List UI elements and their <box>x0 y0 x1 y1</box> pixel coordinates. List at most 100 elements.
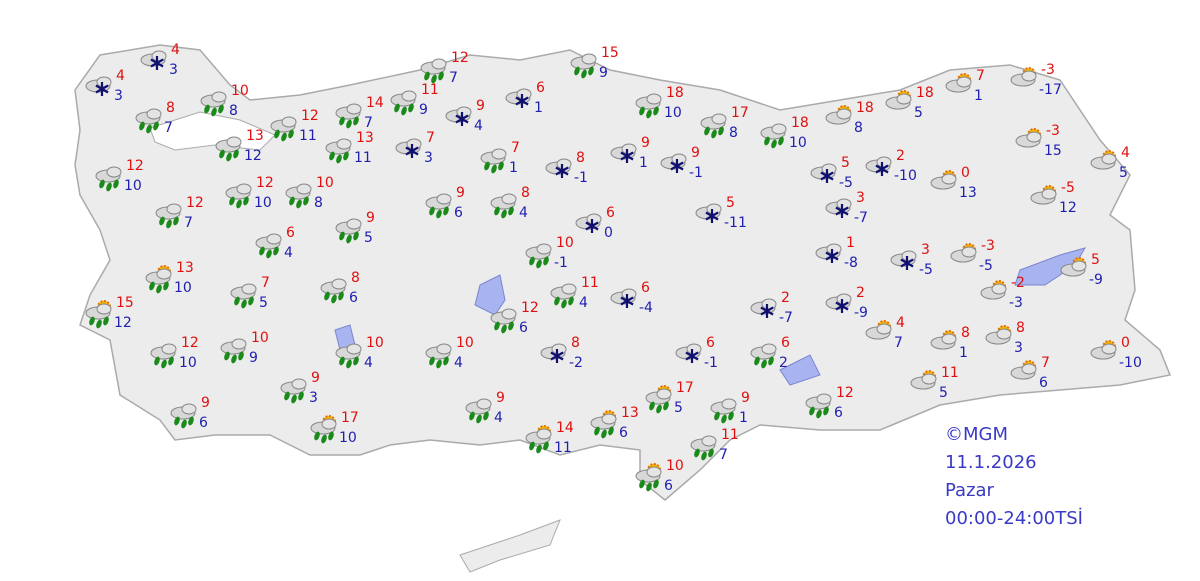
weather-icon <box>155 203 182 229</box>
rain-drop <box>663 401 669 411</box>
weather-icon <box>425 343 452 369</box>
weather-icon <box>815 243 842 263</box>
cloud <box>346 218 362 230</box>
max-temperature: 8 <box>521 185 530 201</box>
weather-icon <box>465 398 492 424</box>
min-temperature: -7 <box>854 210 868 226</box>
weather-icon <box>95 166 122 192</box>
rain-drop <box>328 431 334 441</box>
snowflake <box>760 304 774 318</box>
min-temperature: 12 <box>244 148 262 164</box>
min-temperature: 4 <box>474 118 483 134</box>
cloud <box>211 91 227 103</box>
rain-drop <box>816 409 822 419</box>
weather-icon <box>1090 340 1117 360</box>
min-temperature: -7 <box>779 310 793 326</box>
max-temperature: 10 <box>231 83 249 99</box>
rain-drop <box>443 356 449 366</box>
snowflake <box>555 164 569 178</box>
rain-drop <box>694 448 700 458</box>
min-temperature: 4 <box>364 355 373 371</box>
cloud <box>1101 343 1117 355</box>
min-temperature: -1 <box>689 165 703 181</box>
max-temperature: 9 <box>366 210 375 226</box>
cloud <box>1041 188 1057 200</box>
min-temperature: 5 <box>939 385 948 401</box>
cloud <box>456 106 472 118</box>
max-temperature: 1 <box>846 235 855 251</box>
cloud <box>491 148 507 160</box>
min-temperature: 7 <box>894 335 903 351</box>
weather-icon <box>985 325 1012 345</box>
rain-drop <box>273 246 279 256</box>
max-temperature: 8 <box>351 270 360 286</box>
min-temperature: -5 <box>839 175 853 191</box>
min-temperature: 8 <box>314 195 323 211</box>
rain-drop <box>714 411 720 421</box>
min-temperature: 10 <box>174 280 192 296</box>
rain-drop <box>436 359 442 369</box>
min-temperature: 11 <box>299 128 317 144</box>
rain-drop <box>639 106 645 116</box>
snowflake <box>670 159 684 173</box>
max-temperature: 6 <box>606 205 615 221</box>
day: Pazar <box>945 480 995 501</box>
min-temperature: 1 <box>974 88 983 104</box>
cloud <box>536 243 552 255</box>
max-temperature: 7 <box>511 140 520 156</box>
snow-stroke <box>555 166 569 176</box>
min-temperature: 10 <box>254 195 272 211</box>
weather-icon <box>445 106 472 126</box>
min-temperature: 6 <box>199 415 208 431</box>
min-temperature: 7 <box>449 70 458 86</box>
rain-drop <box>561 299 567 309</box>
cloud <box>266 233 282 245</box>
max-temperature: 5 <box>841 155 850 171</box>
min-temperature: 3 <box>309 390 318 406</box>
rain-drop <box>339 116 345 126</box>
snowflake <box>685 349 699 363</box>
min-temperature: 7 <box>719 447 728 463</box>
max-temperature: 8 <box>1016 320 1025 336</box>
min-temperature: 11 <box>354 150 372 166</box>
rain-drop <box>336 154 342 164</box>
max-temperature: 4 <box>171 42 180 58</box>
cloud <box>436 343 452 355</box>
max-temperature: 2 <box>856 285 865 301</box>
rain-drop <box>646 482 652 492</box>
cloud <box>896 93 912 105</box>
min-temperature: 9 <box>249 350 258 366</box>
rain-drop <box>501 209 507 219</box>
min-temperature: 8 <box>854 120 863 136</box>
max-temperature: 9 <box>496 390 505 406</box>
rain-drop <box>491 164 497 174</box>
min-temperature: -9 <box>1089 272 1103 288</box>
lake <box>474 274 506 316</box>
weather-icon <box>480 148 507 174</box>
rain-drop <box>153 121 159 131</box>
min-temperature: -11 <box>724 215 747 231</box>
rain-drop <box>346 119 352 129</box>
rain-drop <box>266 249 272 259</box>
min-temperature: 2 <box>779 355 788 371</box>
max-temperature: 15 <box>601 45 619 61</box>
cloud <box>476 398 492 410</box>
cloud <box>241 283 257 295</box>
rain-drop <box>529 256 535 266</box>
weather-icon <box>490 308 517 334</box>
rain-drop <box>653 106 659 116</box>
rain-drop <box>601 429 607 439</box>
min-temperature: -4 <box>639 300 653 316</box>
weather-icon <box>885 90 912 110</box>
weather-icon <box>150 343 177 369</box>
min-temperature: -10 <box>894 168 917 184</box>
min-temperature: -10 <box>1119 355 1142 371</box>
rain-drop <box>353 116 359 126</box>
snow-stroke <box>620 296 634 306</box>
weather-icon <box>930 330 957 350</box>
rain-drop <box>711 129 717 139</box>
cloud <box>671 153 687 165</box>
rain-drop <box>543 256 549 266</box>
rain-drop <box>469 411 475 421</box>
max-temperature: 11 <box>721 427 739 443</box>
